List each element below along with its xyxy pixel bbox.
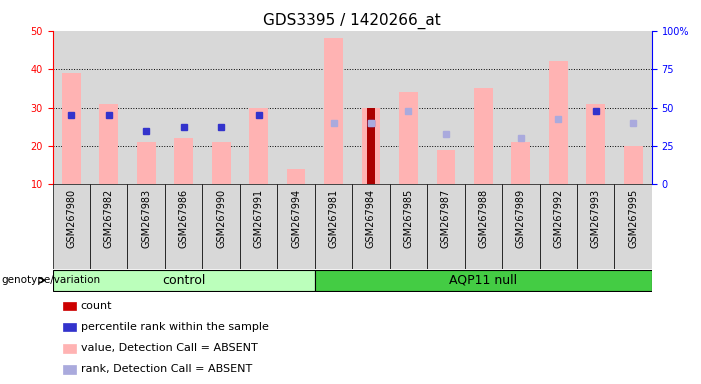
Bar bbox=[577, 31, 615, 184]
Text: GSM267990: GSM267990 bbox=[216, 189, 226, 248]
FancyBboxPatch shape bbox=[165, 184, 203, 269]
Bar bbox=[615, 31, 652, 184]
Text: percentile rank within the sample: percentile rank within the sample bbox=[81, 322, 268, 332]
FancyBboxPatch shape bbox=[577, 184, 615, 269]
Text: genotype/variation: genotype/variation bbox=[1, 275, 100, 285]
Bar bbox=[502, 31, 540, 184]
FancyBboxPatch shape bbox=[53, 184, 90, 269]
Bar bbox=[137, 142, 156, 184]
Text: GSM267986: GSM267986 bbox=[179, 189, 189, 248]
FancyBboxPatch shape bbox=[315, 270, 652, 291]
Bar bbox=[240, 31, 278, 184]
Title: GDS3395 / 1420266_at: GDS3395 / 1420266_at bbox=[264, 13, 441, 29]
Bar bbox=[367, 108, 375, 184]
Bar bbox=[624, 146, 643, 184]
Bar bbox=[175, 138, 193, 184]
Bar bbox=[128, 31, 165, 184]
Bar bbox=[549, 61, 568, 184]
Bar bbox=[250, 108, 268, 184]
Text: GSM267993: GSM267993 bbox=[591, 189, 601, 248]
Bar bbox=[474, 88, 493, 184]
FancyBboxPatch shape bbox=[465, 184, 502, 269]
Bar bbox=[586, 104, 605, 184]
Bar bbox=[399, 92, 418, 184]
Bar bbox=[324, 38, 343, 184]
Text: GSM267983: GSM267983 bbox=[141, 189, 151, 248]
Text: GSM267982: GSM267982 bbox=[104, 189, 114, 248]
Bar bbox=[512, 142, 530, 184]
FancyBboxPatch shape bbox=[353, 184, 390, 269]
Text: GSM267988: GSM267988 bbox=[478, 189, 489, 248]
Text: GSM267985: GSM267985 bbox=[404, 189, 414, 248]
FancyBboxPatch shape bbox=[240, 184, 278, 269]
FancyBboxPatch shape bbox=[53, 270, 315, 291]
Text: GSM267989: GSM267989 bbox=[516, 189, 526, 248]
FancyBboxPatch shape bbox=[427, 184, 465, 269]
FancyBboxPatch shape bbox=[128, 184, 165, 269]
FancyBboxPatch shape bbox=[90, 184, 128, 269]
Text: GSM267992: GSM267992 bbox=[553, 189, 564, 248]
Bar bbox=[90, 31, 128, 184]
FancyBboxPatch shape bbox=[203, 184, 240, 269]
Text: GSM267995: GSM267995 bbox=[628, 189, 638, 248]
Text: GSM267987: GSM267987 bbox=[441, 189, 451, 248]
FancyBboxPatch shape bbox=[502, 184, 540, 269]
Text: GSM267981: GSM267981 bbox=[329, 189, 339, 248]
Text: GSM267994: GSM267994 bbox=[291, 189, 301, 248]
Bar bbox=[212, 142, 231, 184]
Text: rank, Detection Call = ABSENT: rank, Detection Call = ABSENT bbox=[81, 364, 252, 374]
Bar bbox=[287, 169, 306, 184]
Bar bbox=[540, 31, 577, 184]
Bar bbox=[315, 31, 352, 184]
Text: GSM267980: GSM267980 bbox=[67, 189, 76, 248]
FancyBboxPatch shape bbox=[315, 184, 353, 269]
Bar bbox=[203, 31, 240, 184]
FancyBboxPatch shape bbox=[615, 184, 652, 269]
Text: control: control bbox=[162, 274, 205, 287]
Bar bbox=[427, 31, 465, 184]
Bar bbox=[100, 104, 118, 184]
Bar bbox=[353, 31, 390, 184]
Bar bbox=[362, 108, 381, 184]
FancyBboxPatch shape bbox=[540, 184, 577, 269]
Bar bbox=[165, 31, 203, 184]
Text: value, Detection Call = ABSENT: value, Detection Call = ABSENT bbox=[81, 343, 257, 353]
Bar bbox=[465, 31, 502, 184]
Bar bbox=[390, 31, 427, 184]
FancyBboxPatch shape bbox=[390, 184, 427, 269]
Bar bbox=[278, 31, 315, 184]
FancyBboxPatch shape bbox=[278, 184, 315, 269]
Bar bbox=[62, 73, 81, 184]
Text: count: count bbox=[81, 301, 112, 311]
Text: GSM267984: GSM267984 bbox=[366, 189, 376, 248]
Text: GSM267991: GSM267991 bbox=[254, 189, 264, 248]
Text: AQP11 null: AQP11 null bbox=[449, 274, 517, 287]
Bar bbox=[53, 31, 90, 184]
Bar bbox=[437, 150, 455, 184]
